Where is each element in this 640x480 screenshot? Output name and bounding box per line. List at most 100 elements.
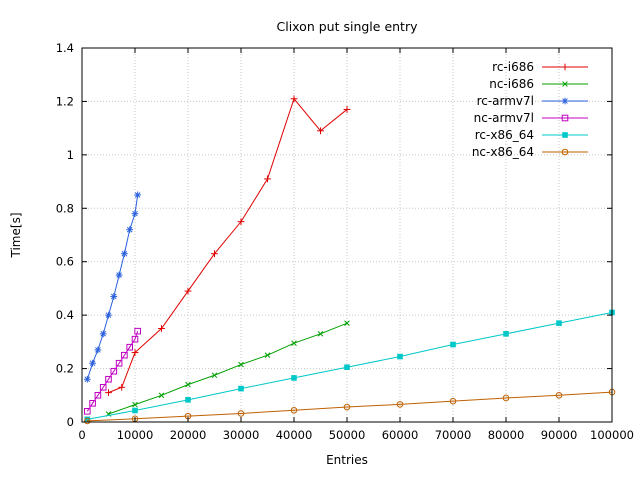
marker-star (110, 293, 117, 300)
legend-entry-rc-armv7l: rc-armv7l (477, 94, 588, 108)
x-tick-label: 90000 (541, 428, 578, 442)
marker-circle-open (84, 417, 91, 425)
marker-cross (562, 81, 568, 87)
marker-square-open (84, 408, 91, 415)
legend-entry-rc-x86_64: rc-x86_64 (475, 128, 588, 142)
legend-label: rc-i686 (492, 60, 534, 74)
marker-square-open (94, 391, 102, 399)
marker-circle-dot (187, 415, 189, 417)
legend-entry-rc-i686: rc-i686 (492, 60, 588, 74)
marker-square-open (115, 359, 123, 367)
marker-circle-dot (564, 151, 566, 153)
marker-circle-dot (452, 400, 454, 402)
y-tick-label: 0.4 (56, 308, 74, 322)
marker-square-filled (397, 353, 403, 360)
legend-entry-nc-armv7l: nc-armv7l (474, 111, 588, 125)
legend-entry-nc-x86_64: nc-x86_64 (472, 145, 588, 159)
marker-square-open (89, 400, 96, 407)
marker-cross (264, 352, 271, 359)
y-tick-label: 0.8 (56, 201, 74, 215)
marker-circle-dot (293, 409, 295, 411)
marker-star (105, 312, 112, 318)
marker-square-filled (503, 331, 509, 337)
marker-star (132, 210, 138, 217)
marker-square-open (126, 343, 134, 351)
marker-square-open (105, 375, 112, 383)
legend-label: rc-armv7l (477, 94, 534, 108)
series-rc-armv7l (83, 191, 142, 383)
y-tick-label: 0.6 (56, 255, 74, 269)
tick-labels: 0 10000 20000 30000 40000 50000 60000 70000 8000… (56, 41, 634, 442)
x-tick-label: 0 (78, 428, 85, 442)
marker-circle-dot (86, 420, 89, 422)
x-tick-label: 100000 (590, 428, 634, 442)
marker-cross (291, 340, 297, 346)
marker-circle-open (555, 391, 563, 399)
marker-square-filled (132, 407, 138, 414)
marker-circle-open (237, 410, 245, 417)
marker-star (116, 272, 122, 278)
marker-circle-dot (399, 403, 401, 406)
marker-circle-dot (346, 406, 348, 408)
series-nc-i686 (105, 320, 350, 417)
marker-star (95, 347, 101, 353)
x-tick-label: 20000 (170, 428, 207, 442)
marker-circle-open (396, 401, 404, 408)
legend: rc-i686 nc-i686 rc-armv7l nc-armv7l rc-x86_6… (472, 60, 588, 159)
marker-square-filled (238, 385, 244, 392)
marker-square-filled (291, 375, 297, 381)
marker-circle-open (290, 406, 298, 414)
x-tick-label: 70000 (435, 428, 472, 442)
marker-square-filled (556, 320, 562, 326)
y-tick-label: 1.4 (56, 41, 74, 55)
marker-cross (317, 331, 324, 337)
marker-square-open (131, 335, 139, 343)
marker-square-filled (84, 416, 91, 423)
legend-label: nc-armv7l (474, 111, 534, 125)
y-tick-label: 0 (67, 415, 74, 429)
y-axis-label: Time[s] (9, 213, 23, 259)
marker-square-filled (562, 132, 568, 138)
chart-title: Clixon put single entry (277, 19, 419, 34)
marker-circle-dot (505, 397, 507, 399)
series-nc-armv7l (84, 327, 141, 415)
x-tick-label: 30000 (223, 428, 260, 442)
x-tick-label: 50000 (329, 428, 366, 442)
marker-circle-open (343, 403, 351, 411)
x-axis-label: Entries (326, 453, 368, 467)
marker-cross (211, 372, 218, 379)
marker-star (134, 192, 141, 198)
y-tick-label: 1.2 (56, 94, 74, 108)
marker-square-open (99, 383, 107, 391)
legend-label: rc-x86_64 (475, 128, 534, 142)
marker-cross (158, 392, 165, 399)
y-tick-label: 1 (67, 148, 74, 162)
marker-cross (132, 401, 138, 408)
marker-square-open (110, 367, 118, 375)
marker-star (100, 331, 107, 337)
marker-circle-dot (240, 412, 242, 415)
series-nc-x86_64 (84, 388, 616, 425)
marker-circle-open (561, 148, 569, 156)
marker-star (84, 376, 91, 383)
marker-circle-open (502, 394, 510, 402)
axes (81, 47, 613, 423)
x-tick-label: 40000 (276, 428, 313, 442)
marker-cross (238, 361, 244, 368)
y-tick-label: 0.2 (56, 362, 74, 376)
x-tick-label: 10000 (117, 428, 154, 442)
series-rc-i686 (105, 95, 351, 397)
marker-cross (185, 381, 191, 388)
series-line-nc-i686 (108, 322, 348, 415)
marker-star (562, 98, 568, 104)
marker-square-open (134, 327, 141, 335)
marker-star (89, 360, 96, 367)
marker-square-filled (450, 341, 456, 348)
legend-label: nc-x86_64 (472, 145, 534, 159)
marker-star (126, 226, 133, 233)
marker-circle-dot (558, 394, 560, 396)
marker-square-open (121, 351, 128, 359)
marker-square-open (561, 114, 569, 122)
